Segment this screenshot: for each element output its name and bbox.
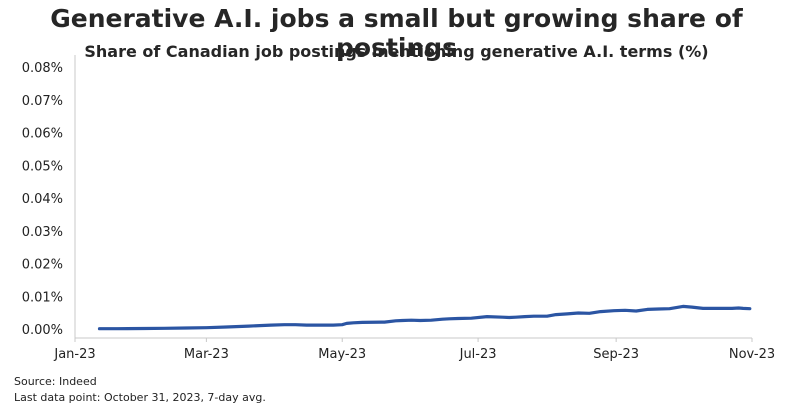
- x-tick-label: Sep-23: [593, 347, 639, 362]
- x-axis: Jan-23 Mar-23 May-23 Jul-23 Sep-23 Nov-23: [53, 337, 775, 362]
- series-line: [97, 304, 752, 331]
- y-tick-label: 0.06%: [22, 127, 63, 142]
- x-tick-label: Mar-23: [184, 347, 229, 362]
- x-tick-label: Nov-23: [729, 347, 775, 362]
- last-data-note: Last data point: October 31, 2023, 7-day…: [14, 391, 266, 404]
- y-tick-label: 0.07%: [22, 94, 63, 109]
- y-tick-label: 0.01%: [22, 290, 63, 305]
- y-tick-label: 0.08%: [22, 61, 63, 76]
- plot-area: [97, 304, 752, 331]
- y-tick-label: 0.05%: [22, 159, 63, 174]
- y-axis: 0.00% 0.01% 0.02% 0.03% 0.04% 0.05% 0.06% 0.07%…: [22, 55, 76, 338]
- y-tick-label: 0.00%: [22, 323, 63, 338]
- x-tick-label: May-23: [318, 347, 366, 362]
- y-tick-label: 0.02%: [22, 258, 63, 273]
- source-note: Source: Indeed: [14, 375, 97, 388]
- y-tick-label: 0.03%: [22, 225, 63, 240]
- chart-subtitle: Share of Canadian job postings mentionin…: [84, 42, 709, 61]
- chart-title: Generative A.I. jobs a small but growing…: [50, 4, 743, 62]
- x-tick-label: Jan-23: [53, 347, 95, 362]
- x-tick-label: Jul-23: [459, 347, 497, 362]
- y-tick-label: 0.04%: [22, 192, 63, 207]
